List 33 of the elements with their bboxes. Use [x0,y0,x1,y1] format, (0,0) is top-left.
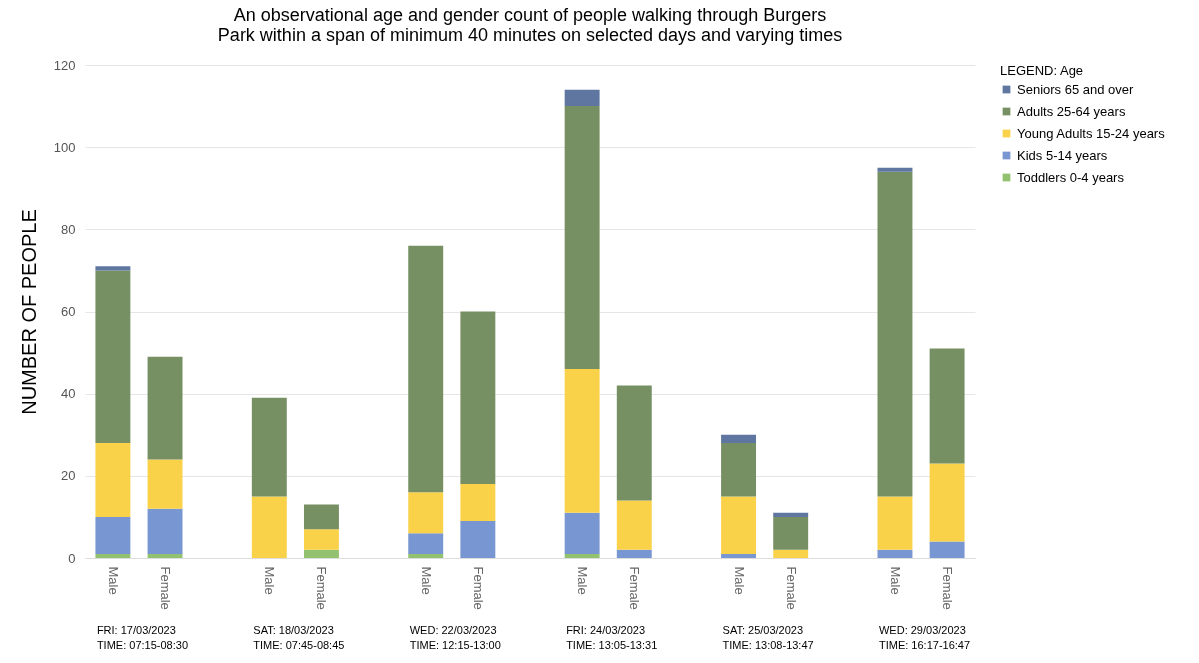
x-tick-label: Female [158,566,174,610]
y-tick-label: 80 [61,221,76,237]
legend-label: Toddlers 0-4 years [1017,169,1125,185]
text: WED: 22/03/2023 TIME: 12:15-13:00 [409,624,501,651]
y-tick-label: 0 [68,550,76,566]
text: FRI: 17/03/2023 TIME: 07:15-08:30 [96,624,188,651]
legend-label: Kids 5-14 years [1017,147,1108,163]
legend-title: LEGEND: Age [1000,63,1084,78]
text: SAT: 18/03/2023 TIME: 07:45-08:45 [253,624,345,651]
x-tick-label: Female [627,566,643,610]
y-tick-label: 20 [61,468,76,484]
chart-title: An observational age and gender count of people walking through Burgers Park within a span of minimum 40 minutes on selected days and varying times [217,5,843,45]
legend-label: Young Adults 15-24 years [1017,125,1166,141]
legend-label: Seniors 65 and over [1017,81,1135,97]
text: SAT: 25/03/2023 TIME: 13:08-13:47 [722,624,814,651]
x-tick-label: Female [783,566,799,610]
x-tick-label: Male [105,566,121,595]
y-tick-label: 40 [61,386,76,402]
x-tick-label: Female [470,566,486,610]
x-tick-label: Female [940,566,956,610]
x-tick-label: Female [314,566,330,610]
y-tick-label: 120 [53,57,76,73]
legend-label: Adults 25-64 years [1017,103,1126,119]
text: FRI: 24/03/2023 TIME: 13:05-13:31 [566,624,658,651]
y-axis-title: NUMBER OF PEOPLE [17,209,40,415]
x-tick-label: Male [731,566,747,595]
x-tick-label: Male [575,566,591,595]
y-tick-label: 60 [61,304,76,319]
text: WED: 29/03/2023 TIME: 16:17-16:47 [878,624,971,651]
x-tick-label: Male [418,566,434,595]
x-tick-label: Male [262,566,278,595]
x-tick-label: Male [887,566,903,595]
y-tick-label: 100 [53,139,76,155]
